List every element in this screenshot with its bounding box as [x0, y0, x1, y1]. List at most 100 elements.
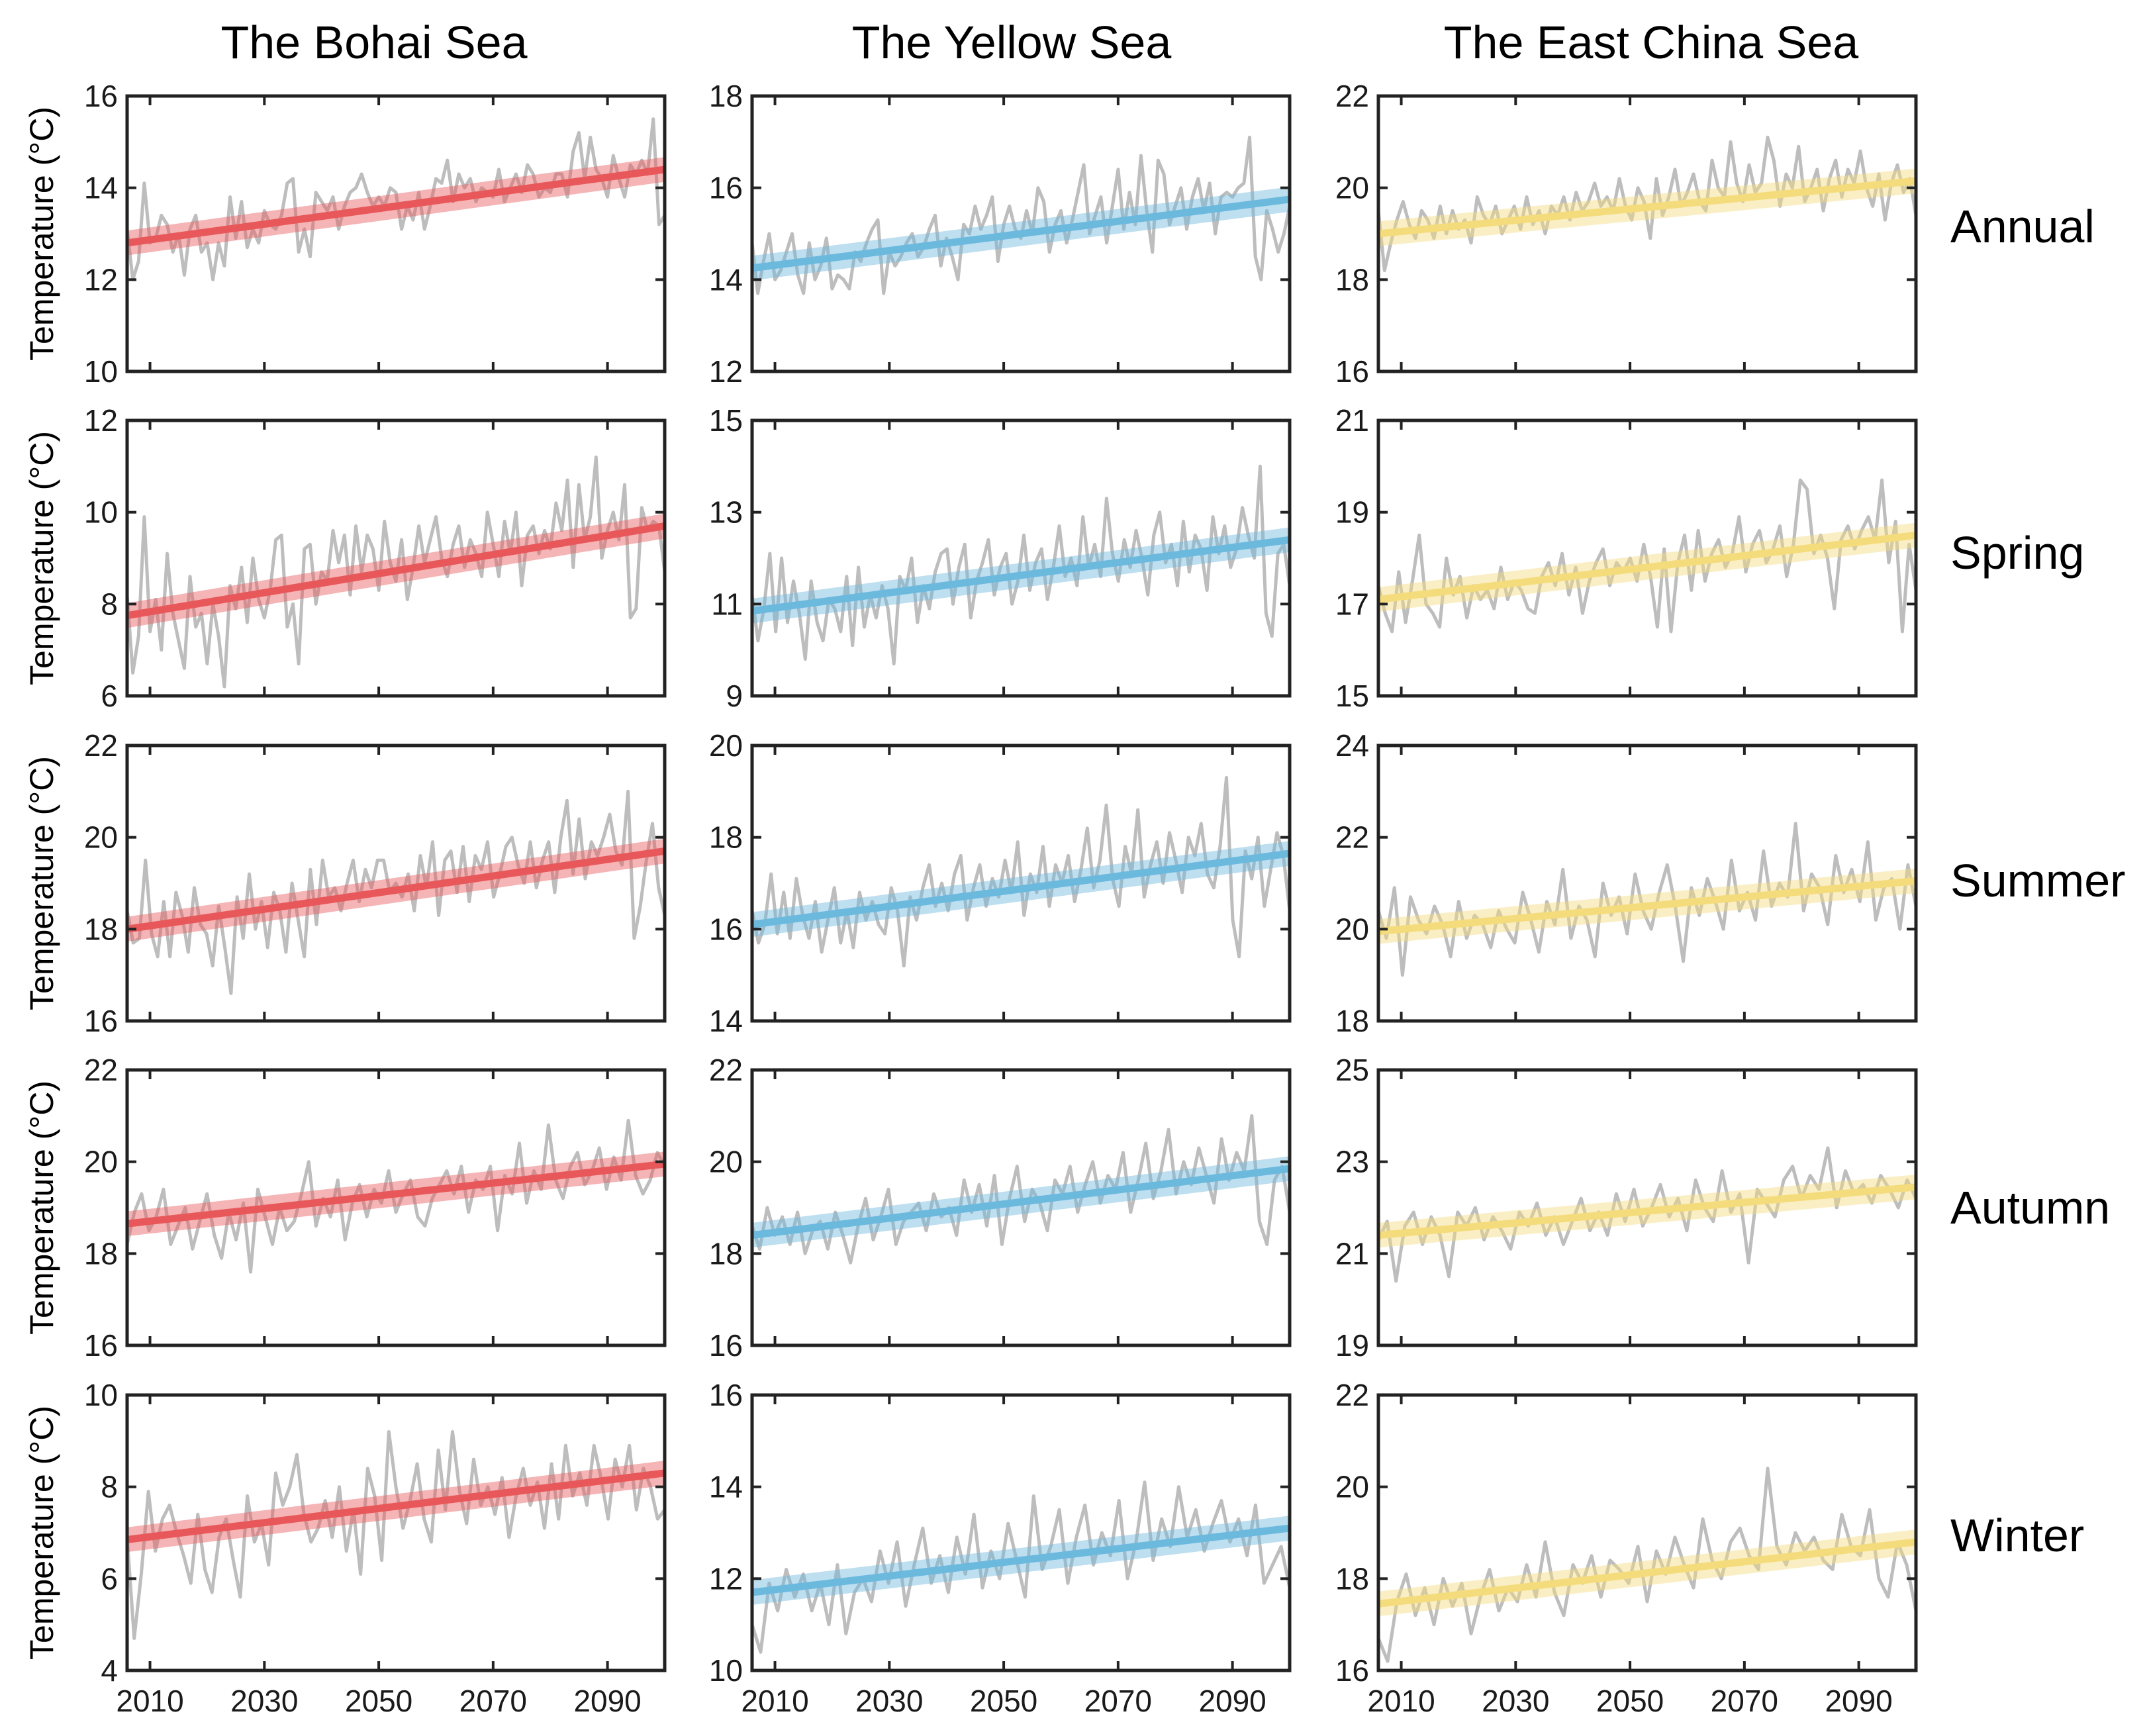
y-tick-label: 24 [1335, 728, 1369, 763]
y-tick-label: 4 [101, 1653, 118, 1688]
panel-frame [750, 1068, 1292, 1347]
y-tick-label: 18 [1335, 1561, 1369, 1596]
plot-area [127, 1430, 665, 1640]
y-tick-label: 19 [1335, 1328, 1369, 1363]
trend-line [752, 536, 1290, 615]
panel-autumn-2: 19 21 23 25 [1335, 1053, 1918, 1363]
row-label-summer: Summer [1950, 855, 2125, 906]
plot-area [1378, 1467, 1916, 1663]
x-tick-label: 2030 [1482, 1684, 1549, 1718]
row-label-winter: Winter [1950, 1510, 2084, 1561]
plot-area [1378, 135, 1916, 272]
y-tick-label: 20 [1335, 1470, 1369, 1504]
panel-frame [1376, 94, 1918, 373]
panel-annual-0: 10 12 14 16 [84, 79, 667, 389]
trend-line [752, 1165, 1290, 1239]
y-tick-label: 16 [709, 912, 743, 946]
y-tick-label: 22 [709, 1053, 743, 1087]
y-tick-label: 10 [84, 1378, 118, 1412]
panel-autumn-1: 16 18 20 22 [709, 1053, 1292, 1363]
panel-summer-0: 16 18 20 22 [84, 728, 667, 1038]
series-line [127, 1430, 665, 1640]
y-tick-label: 20 [1335, 912, 1369, 946]
trend-line [127, 847, 665, 933]
series-line [752, 1114, 1290, 1265]
series-line [1378, 822, 1916, 977]
y-tick-label: 15 [1335, 679, 1369, 713]
trend-line [752, 1524, 1290, 1596]
y-tick-label: 21 [1335, 1236, 1369, 1271]
trend-line [1378, 177, 1916, 238]
column-title-bohai: The Bohai Sea [220, 17, 527, 68]
panel-frame [1376, 744, 1918, 1023]
trend-line [752, 849, 1290, 928]
series-line [1378, 135, 1916, 272]
panel-frame [1376, 1393, 1918, 1672]
x-tick-label: 2090 [1198, 1684, 1266, 1718]
y-tick-label: 16 [84, 1328, 118, 1363]
y-tick-label: 22 [1335, 820, 1369, 855]
y-tick-label: 12 [84, 403, 118, 438]
panels: 1012141612141618161820226810129111315151… [84, 79, 1918, 1718]
panel-frame [125, 1068, 667, 1347]
y-tick-label: 12 [84, 262, 118, 297]
trend-line [127, 1469, 665, 1543]
y-tick-label: 18 [84, 912, 118, 946]
panel-frame [750, 1393, 1292, 1672]
series-line [752, 1480, 1290, 1654]
y-tick-label: 20 [709, 1145, 743, 1179]
x-tick-label: 2010 [741, 1684, 808, 1718]
row-label-spring: Spring [1950, 527, 2084, 579]
y-tick-label: 19 [1335, 495, 1369, 530]
panel-frame [125, 94, 667, 373]
y-tick-label: 14 [84, 171, 118, 205]
y-tick-label: 20 [709, 728, 743, 763]
trend-line [127, 1160, 665, 1228]
series-line [127, 117, 665, 281]
y-tick-label: 25 [1335, 1053, 1369, 1087]
y-tick-label: 9 [726, 679, 743, 713]
panel-frame [125, 1393, 667, 1672]
panel-summer-1: 14 16 18 20 [709, 728, 1292, 1038]
plot-area [127, 789, 665, 995]
y-tick-label: 23 [1335, 1145, 1369, 1179]
x-tick-label: 2010 [1367, 1684, 1435, 1718]
column-title-yellow: The Yellow Sea [852, 17, 1172, 68]
y-tick-label: 18 [709, 820, 743, 855]
y-tick-label: 18 [709, 1236, 743, 1271]
x-tick-label: 2070 [1084, 1684, 1152, 1718]
y-tick-label: 10 [84, 354, 118, 389]
panel-annual-2: 16 18 20 22 [1335, 79, 1918, 389]
y-tick-label: 13 [709, 495, 743, 530]
panel-winter-2: 16 18 20 22 2010 2030 2050 2070 2090 [1335, 1378, 1918, 1718]
y-tick-label: 14 [709, 1470, 743, 1504]
trend-line [1378, 531, 1916, 603]
column-title-east-china: The East China Sea [1444, 17, 1859, 68]
x-tick-label: 2070 [459, 1684, 527, 1718]
x-tick-label: 2090 [573, 1684, 641, 1718]
y-tick-label: 6 [101, 1561, 118, 1596]
plot-area [127, 117, 665, 281]
series-line [127, 789, 665, 995]
y-tick-label: 22 [84, 1053, 118, 1087]
y-tick-label: 8 [101, 587, 118, 621]
y-axis-label: Temperature (°C) [23, 1081, 60, 1335]
panel-frame [125, 744, 667, 1023]
x-tick-label: 2030 [230, 1684, 298, 1718]
x-tick-label: 2030 [855, 1684, 923, 1718]
row-label-annual: Annual [1950, 201, 2095, 252]
y-axis-label: Temperature (°C) [23, 756, 60, 1010]
panel-spring-0: 6 8 10 12 [84, 403, 667, 713]
y-tick-label: 12 [709, 1561, 743, 1596]
x-tick-label: 2050 [345, 1684, 412, 1718]
series-line [1378, 478, 1916, 634]
series-line [127, 1118, 665, 1274]
y-tick-label: 14 [709, 1004, 743, 1038]
y-axis-label: Temperature (°C) [23, 107, 60, 361]
panel-summer-2: 18 20 22 24 [1335, 728, 1918, 1038]
series-line [752, 776, 1290, 968]
trend-line [1378, 1183, 1916, 1239]
series-line [752, 135, 1290, 295]
y-tick-label: 10 [84, 495, 118, 530]
y-tick-label: 11 [711, 587, 743, 621]
